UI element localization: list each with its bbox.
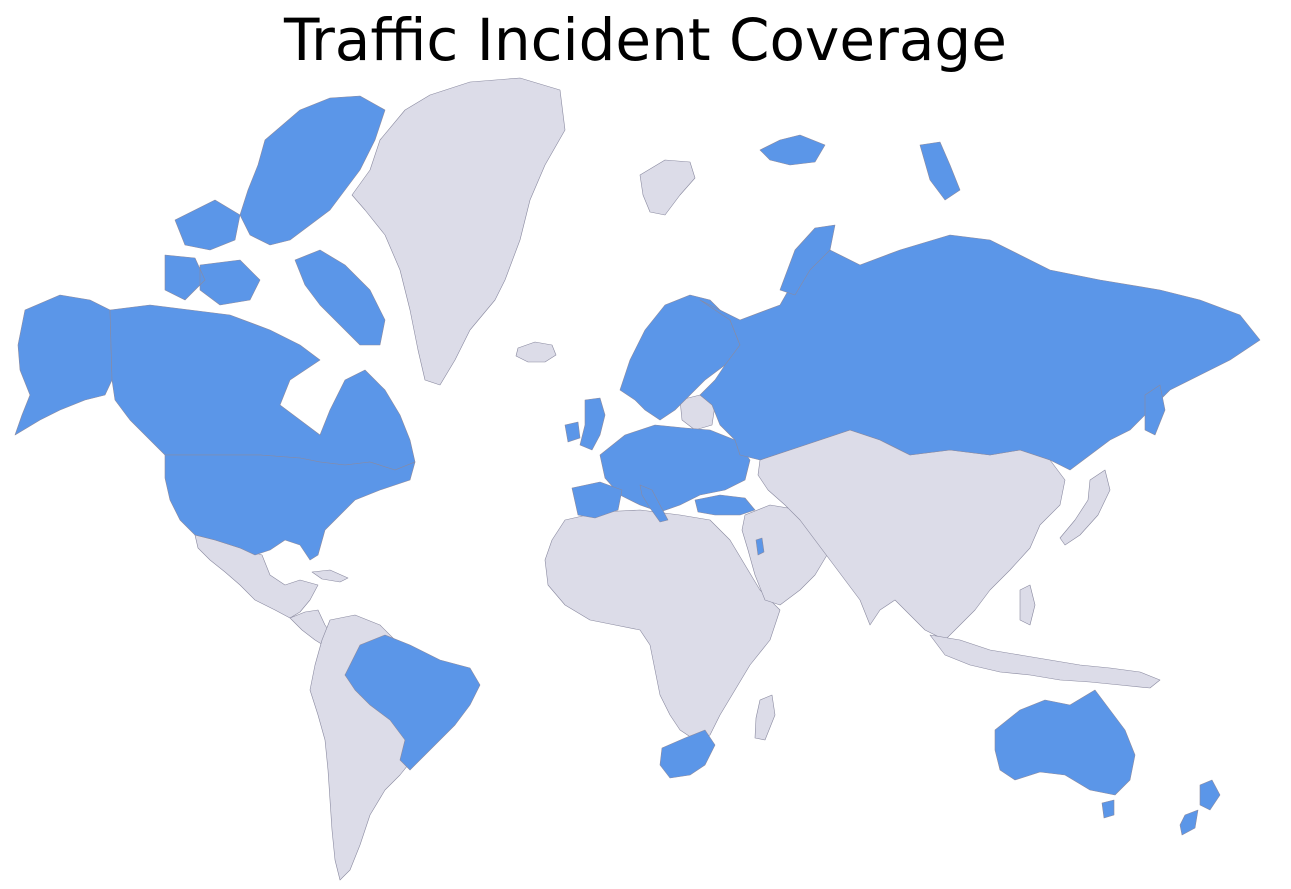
country-philippines[interactable] [1019, 584, 1036, 626]
country-africa[interactable] [544, 509, 781, 741]
country-canada-baffin[interactable] [294, 249, 386, 346]
country-russia-sakhalin[interactable] [1144, 384, 1166, 436]
country-israel[interactable] [755, 537, 765, 556]
country-united-kingdom[interactable] [579, 397, 606, 451]
country-south-africa[interactable] [659, 729, 716, 779]
country-turkey[interactable] [694, 494, 756, 516]
country-canada-arctic-islands[interactable] [239, 95, 386, 246]
country-greenland[interactable] [351, 77, 566, 386]
country-italy[interactable] [639, 484, 669, 523]
country-svalbard[interactable] [639, 159, 696, 216]
country-iceland[interactable] [515, 341, 557, 363]
country-ireland[interactable] [564, 421, 581, 443]
map-title: Traffic Incident Coverage [284, 6, 1007, 74]
country-australia[interactable] [994, 689, 1136, 796]
country-brazil[interactable] [344, 634, 481, 771]
country-indonesia[interactable] [929, 634, 1161, 689]
country-canada-west-islands[interactable] [164, 199, 261, 306]
country-russia[interactable] [699, 234, 1261, 471]
country-japan[interactable] [1059, 469, 1111, 546]
country-new-zealand[interactable] [1179, 779, 1221, 836]
country-russia-arctic-islands[interactable] [759, 134, 961, 296]
country-spain-portugal[interactable] [571, 481, 623, 519]
country-madagascar[interactable] [754, 694, 776, 741]
country-europe-continental[interactable] [599, 424, 751, 513]
country-united-states[interactable] [164, 454, 416, 561]
country-cuba[interactable] [311, 569, 349, 583]
country-australia-tasmania[interactable] [1101, 799, 1115, 819]
country-united-states-alaska[interactable] [14, 294, 113, 436]
